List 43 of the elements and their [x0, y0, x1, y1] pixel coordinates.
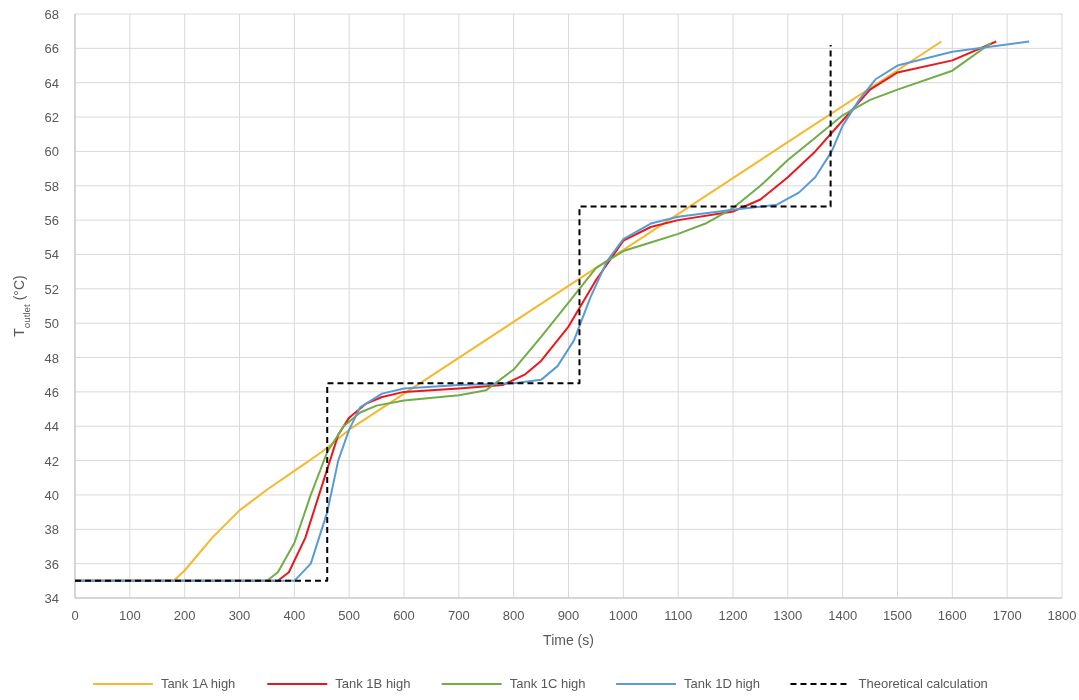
y-tick-label: 38: [44, 522, 59, 538]
y-tick-label: 48: [44, 350, 59, 366]
y-tick-label: 50: [44, 316, 59, 332]
legend-label: Tank 1A high: [160, 676, 236, 691]
y-tick-label: 42: [44, 453, 59, 469]
x-tick-label: 300: [228, 608, 251, 623]
x-tick-label: 100: [118, 608, 141, 623]
y-tick-label: 58: [44, 178, 59, 194]
x-axis-title: Time (s): [543, 632, 594, 648]
x-tick-label: 1600: [937, 608, 967, 623]
x-tick-label: 1000: [608, 608, 638, 623]
x-tick-label: 900: [557, 608, 580, 623]
y-tick-label: 46: [44, 384, 59, 400]
y-tick-label: 68: [44, 7, 59, 22]
y-tick-label: 40: [44, 487, 59, 503]
x-tick-label: 1300: [773, 608, 803, 623]
x-tick-label: 1100: [664, 608, 693, 623]
x-tick-label: 1800: [1047, 608, 1077, 623]
x-tick-label: 800: [502, 608, 525, 623]
y-tick-label: 36: [44, 556, 59, 572]
legend-label: Theoretical calculation: [858, 676, 988, 691]
x-tick-label: 200: [173, 608, 196, 623]
y-tick-label: 52: [44, 281, 59, 297]
legend-label: Tank 1D high: [684, 676, 760, 691]
x-tick-label: 0: [71, 608, 79, 623]
x-tick-label: 500: [338, 608, 361, 623]
y-tick-label: 56: [44, 213, 59, 229]
y-tick-label: 62: [44, 110, 59, 126]
x-tick-label: 1200: [718, 608, 748, 623]
x-tick-label: 1400: [828, 608, 858, 623]
y-tick-label: 34: [44, 591, 59, 606]
x-tick-label: 1700: [992, 608, 1022, 623]
legend-label: Tank 1B high: [335, 676, 411, 691]
legend-label: Tank 1C high: [509, 676, 586, 691]
y-tick-label: 64: [44, 75, 59, 91]
x-tick-label: 600: [393, 608, 415, 623]
y-tick-label: 54: [44, 247, 59, 263]
x-tick-label: 700: [447, 608, 470, 623]
x-tick-label: 1500: [883, 608, 912, 623]
x-tick-label: 400: [283, 608, 306, 623]
y-tick-label: 60: [44, 144, 59, 160]
y-tick-label: 66: [44, 41, 59, 57]
y-tick-label: 44: [44, 419, 59, 435]
